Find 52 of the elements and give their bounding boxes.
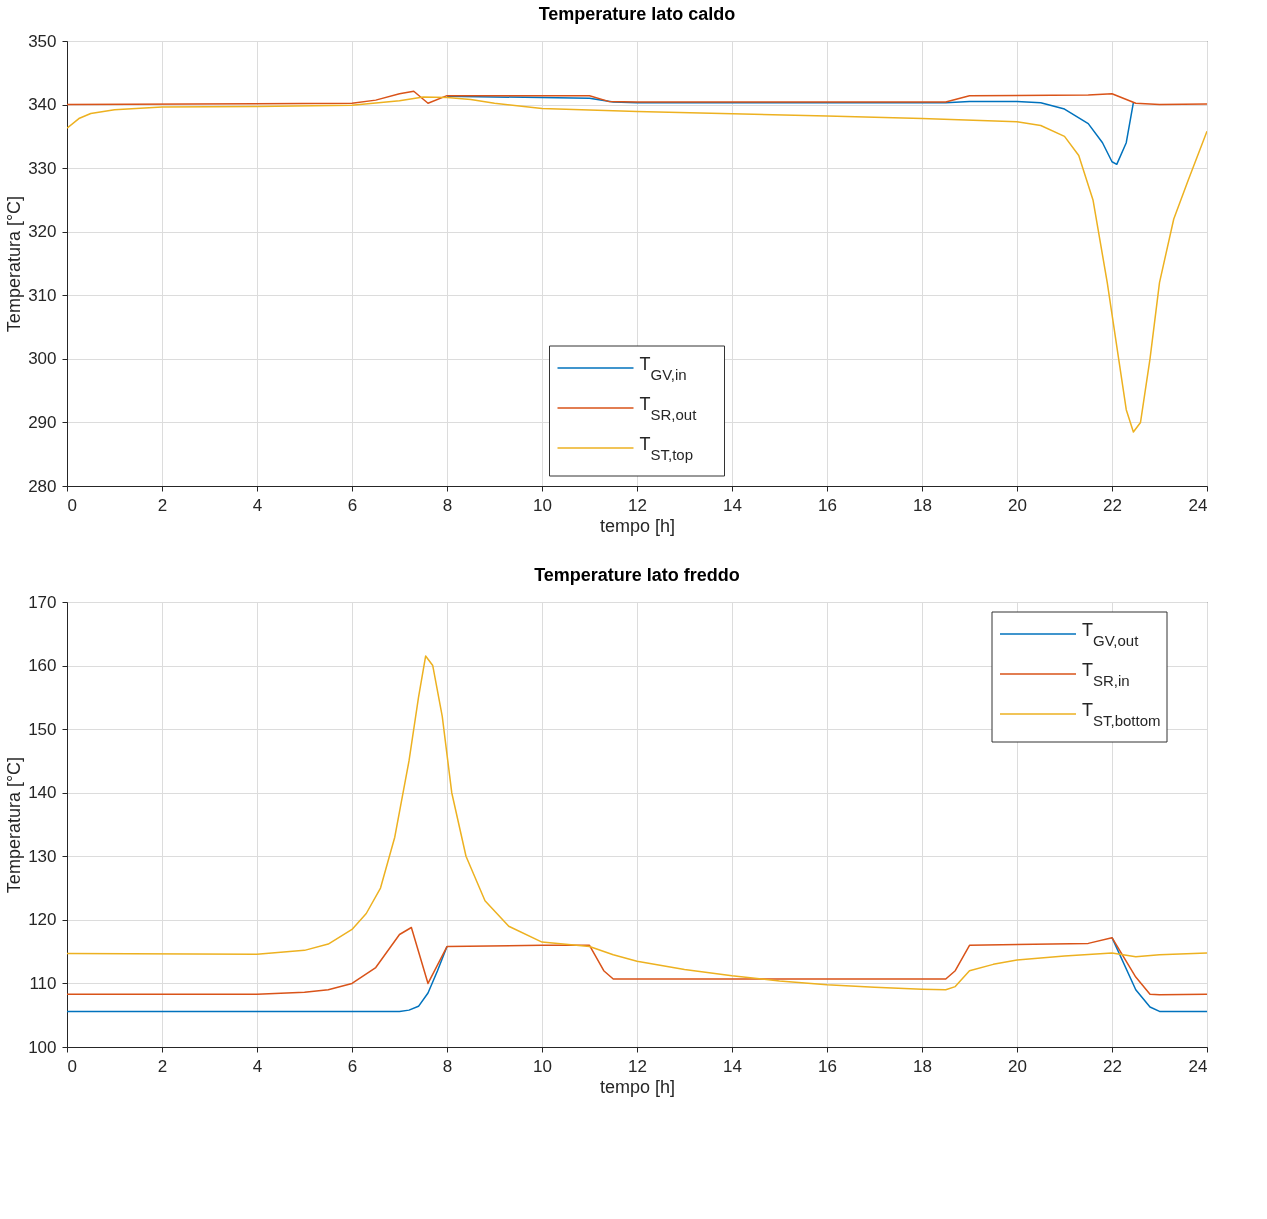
y-tick-label: 280 — [28, 476, 57, 496]
x-tick-label: 24 — [1188, 495, 1208, 515]
line-series — [67, 90, 1207, 106]
y-tick-label: 120 — [28, 910, 57, 930]
chart-title: Temperature lato caldo — [538, 4, 736, 24]
x-tick-label: 20 — [1008, 1056, 1027, 1076]
x-tick-label: 12 — [628, 495, 647, 515]
x-tick-label: 10 — [533, 1056, 552, 1076]
line-series — [67, 655, 1207, 991]
y-tick-label: 170 — [28, 592, 57, 612]
x-tick-label: 14 — [723, 1056, 742, 1076]
x-tick-label: 18 — [913, 1056, 932, 1076]
y-tick-label: 290 — [28, 412, 57, 432]
y-tick-label: 100 — [28, 1037, 57, 1057]
line-series — [67, 926, 1207, 996]
x-tick-label: 18 — [913, 495, 932, 515]
y-tick-label: 300 — [28, 349, 57, 369]
y-axis-title: Temperatura [°C] — [4, 195, 25, 333]
x-tick-label: 14 — [723, 495, 742, 515]
x-tick-label: 4 — [252, 1056, 263, 1076]
y-tick-label: 160 — [28, 656, 57, 676]
line-series — [67, 96, 1207, 433]
y-tick-label: 110 — [29, 973, 57, 993]
y-tick-label: 140 — [28, 783, 57, 803]
x-axis-title: tempo [h] — [599, 1076, 676, 1097]
y-tick-label: 320 — [28, 222, 57, 242]
x-tick-label: 2 — [157, 495, 168, 515]
x-tick-label: 24 — [1188, 1056, 1208, 1076]
y-tick-label: 350 — [28, 31, 57, 51]
x-tick-label: 22 — [1103, 1056, 1122, 1076]
y-tick-label: 340 — [28, 95, 57, 115]
chart-title: Temperature lato freddo — [534, 565, 740, 585]
x-tick-label: 22 — [1103, 495, 1122, 515]
y-tick-label: 130 — [28, 846, 57, 866]
x-tick-label: 4 — [252, 495, 263, 515]
x-tick-label: 16 — [818, 1056, 837, 1076]
x-tick-label: 10 — [533, 495, 552, 515]
y-tick-label: 330 — [28, 158, 57, 178]
y-tick-label: 150 — [28, 719, 57, 739]
y-axis-title: Temperatura [°C] — [4, 756, 25, 894]
x-tick-label: 16 — [818, 495, 837, 515]
x-tick-label: 0 — [67, 1056, 77, 1076]
x-tick-label: 2 — [157, 1056, 168, 1076]
x-tick-label: 8 — [442, 1056, 453, 1076]
x-tick-label: 12 — [628, 1056, 647, 1076]
y-tick-label: 310 — [28, 285, 57, 305]
x-tick-label: 6 — [347, 495, 358, 515]
x-tick-label: 8 — [442, 495, 453, 515]
x-axis-title: tempo [h] — [599, 515, 676, 536]
x-tick-label: 20 — [1008, 495, 1027, 515]
x-tick-label: 0 — [67, 495, 77, 515]
x-tick-label: 6 — [347, 1056, 358, 1076]
